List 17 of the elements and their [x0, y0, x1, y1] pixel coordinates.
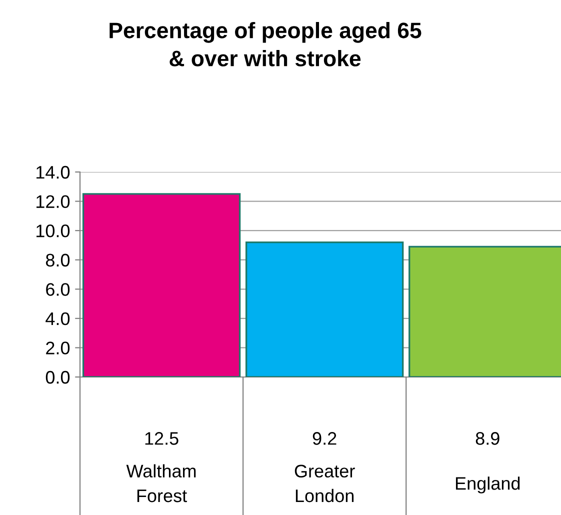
- y-tick-label: 10.0: [36, 224, 70, 238]
- y-tick-label: 4.0: [46, 312, 70, 326]
- x-tick-label: Greater London: [294, 464, 355, 502]
- bar: [245, 241, 404, 377]
- x-tick-label: Waltham Forest: [126, 464, 196, 502]
- data-label: 12.5: [145, 432, 178, 445]
- y-tick-label: 14.0: [36, 166, 70, 179]
- bar: [82, 193, 241, 377]
- y-tick-label: 0.0: [46, 370, 70, 384]
- chart-title: Percentage of people aged 65 & over with stroke: [110, 22, 422, 66]
- y-tick-label: 6.0: [46, 283, 70, 296]
- y-tick-label: 12.0: [36, 195, 70, 208]
- x-tick-label: England: [456, 476, 520, 494]
- data-label: 8.9: [476, 432, 500, 445]
- data-label: 9.2: [312, 432, 336, 445]
- y-tick-label: 8.0: [46, 254, 70, 267]
- y-tick-label: 2.0: [46, 342, 70, 354]
